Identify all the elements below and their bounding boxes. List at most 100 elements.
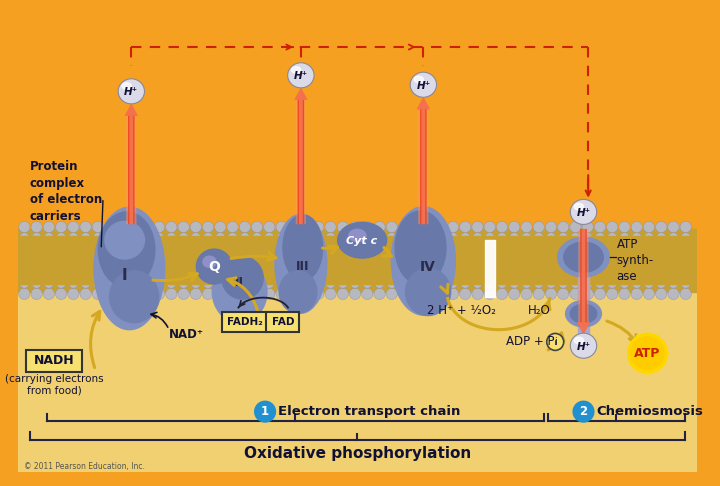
Ellipse shape: [575, 203, 583, 210]
Text: NAD⁺: NAD⁺: [169, 328, 204, 341]
Circle shape: [166, 233, 176, 242]
FancyArrow shape: [125, 104, 138, 224]
Circle shape: [302, 279, 311, 288]
Ellipse shape: [122, 83, 131, 89]
Circle shape: [608, 233, 617, 242]
Circle shape: [573, 401, 594, 422]
Circle shape: [484, 221, 495, 233]
Circle shape: [117, 288, 128, 299]
Circle shape: [265, 279, 274, 288]
Circle shape: [264, 288, 275, 299]
Circle shape: [436, 279, 446, 288]
Circle shape: [19, 221, 30, 233]
Circle shape: [179, 279, 189, 288]
Circle shape: [484, 288, 495, 299]
Circle shape: [117, 279, 127, 288]
Circle shape: [606, 288, 618, 299]
Circle shape: [44, 279, 53, 288]
FancyArrow shape: [577, 229, 590, 334]
Circle shape: [277, 279, 287, 288]
Circle shape: [498, 233, 507, 242]
Circle shape: [255, 401, 276, 422]
Bar: [578, 234, 589, 342]
Circle shape: [228, 233, 238, 242]
Circle shape: [141, 221, 153, 233]
Circle shape: [117, 233, 127, 242]
Circle shape: [583, 279, 593, 288]
Circle shape: [522, 279, 531, 288]
Text: Cyt c: Cyt c: [346, 236, 378, 246]
Circle shape: [302, 233, 311, 242]
Circle shape: [202, 288, 214, 299]
Circle shape: [337, 288, 348, 299]
Circle shape: [644, 279, 654, 288]
Circle shape: [276, 288, 287, 299]
Circle shape: [681, 233, 690, 242]
Text: i: i: [554, 337, 557, 347]
Text: I: I: [122, 268, 127, 283]
Circle shape: [203, 233, 213, 242]
Circle shape: [361, 288, 373, 299]
Circle shape: [130, 279, 139, 288]
Circle shape: [326, 279, 336, 288]
Ellipse shape: [391, 207, 455, 315]
Circle shape: [56, 233, 66, 242]
Circle shape: [178, 221, 189, 233]
Circle shape: [386, 221, 397, 233]
Ellipse shape: [338, 222, 387, 258]
Circle shape: [498, 279, 507, 288]
Circle shape: [325, 221, 336, 233]
Circle shape: [582, 288, 593, 299]
Circle shape: [595, 279, 605, 288]
Circle shape: [423, 221, 434, 233]
Circle shape: [533, 288, 544, 299]
Circle shape: [92, 221, 104, 233]
Circle shape: [485, 233, 495, 242]
Circle shape: [351, 279, 360, 288]
Circle shape: [227, 221, 238, 233]
Circle shape: [203, 279, 213, 288]
Circle shape: [459, 221, 471, 233]
Circle shape: [19, 233, 29, 242]
Circle shape: [423, 288, 434, 299]
Circle shape: [191, 279, 201, 288]
FancyArrow shape: [294, 87, 307, 224]
Circle shape: [43, 221, 55, 233]
Ellipse shape: [557, 237, 609, 277]
Circle shape: [265, 233, 274, 242]
Circle shape: [374, 221, 385, 233]
Circle shape: [680, 221, 691, 233]
Circle shape: [56, 279, 66, 288]
Ellipse shape: [349, 229, 366, 242]
Bar: [18, 292, 696, 472]
Circle shape: [534, 233, 544, 242]
Circle shape: [130, 233, 139, 242]
Circle shape: [68, 221, 79, 233]
Circle shape: [153, 288, 165, 299]
Circle shape: [215, 279, 225, 288]
Ellipse shape: [118, 79, 145, 104]
Circle shape: [374, 288, 385, 299]
FancyArrow shape: [294, 87, 307, 224]
Circle shape: [19, 279, 29, 288]
FancyArrow shape: [417, 97, 430, 224]
Circle shape: [681, 279, 690, 288]
Circle shape: [312, 221, 324, 233]
Circle shape: [178, 288, 189, 299]
Circle shape: [55, 288, 67, 299]
Circle shape: [546, 333, 564, 350]
Text: ATP
synth-
ase: ATP synth- ase: [616, 239, 654, 283]
Circle shape: [582, 221, 593, 233]
Text: 2: 2: [580, 405, 588, 418]
Circle shape: [618, 288, 630, 299]
FancyArrow shape: [577, 229, 590, 334]
Circle shape: [375, 233, 384, 242]
Circle shape: [81, 233, 90, 242]
Ellipse shape: [275, 214, 327, 313]
Circle shape: [522, 233, 531, 242]
Circle shape: [252, 279, 262, 288]
Ellipse shape: [283, 215, 323, 281]
Text: H₂O: H₂O: [528, 304, 551, 317]
Circle shape: [410, 288, 422, 299]
Circle shape: [351, 233, 360, 242]
